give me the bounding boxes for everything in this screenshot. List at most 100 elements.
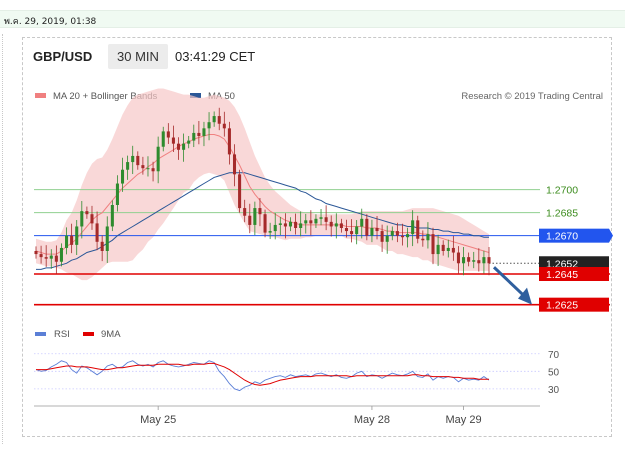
rsi-tick-label: 30 [548,385,560,396]
candle-body [436,244,440,255]
candle-body [192,132,196,141]
candle-body [39,254,43,258]
candle-body [146,168,150,170]
timeframe-label: 30 MIN [117,49,159,64]
level-label: 1.2625 [546,300,578,312]
candle-body [319,217,323,219]
candle-body [406,234,410,238]
candle-body [385,235,389,242]
candle-body [375,228,379,232]
x-tick-label: May 29 [446,414,482,426]
candle-body [80,211,84,227]
candle-body [477,260,481,264]
candle-body [243,208,247,216]
candle-body [65,235,69,248]
candle-body [54,255,58,262]
candle-body [238,174,242,209]
candle-body [95,223,99,242]
candle-body [121,169,125,184]
level-tag-bg [539,267,609,281]
candle-body [34,251,38,255]
candle-body [151,168,155,172]
candle-body [212,116,216,123]
candle-body [294,221,298,228]
candle-body [253,208,257,225]
candle-body [126,162,130,170]
x-tick-label: May 25 [140,414,176,426]
timeframe-badge[interactable]: 30 MIN [108,44,168,69]
ma20-legend-label: MA 20 + Bollinger Bands [53,91,158,102]
rsi-legend-label: RSI [54,329,70,340]
candle-body [462,257,466,264]
candle-body [482,257,486,264]
candle-body [141,165,145,169]
level-tag: 1.2625 [539,297,609,312]
ma50-legend-label: MA 50 [208,91,235,102]
level-tag: 1.2670 [539,228,613,243]
candle-body [390,231,394,236]
arrow-head [518,287,532,305]
candle-body [227,128,231,155]
ma50-legend-swatch [190,93,201,98]
candle-body [370,228,374,236]
clock-label: 03:41:29 CET [175,49,256,64]
candle-body [446,247,450,251]
page-edge-divider [2,34,3,444]
candle-body [426,234,430,241]
candle-body [202,128,206,136]
level-label: 1.2645 [546,269,578,281]
candle-body [380,231,384,242]
level-tag-tip [609,228,613,243]
candle-body [232,154,237,175]
candle-body [411,220,415,235]
candle-body [171,137,175,144]
candle-body [115,183,119,205]
candle-body [75,226,79,245]
candle-body [59,247,63,262]
candle-body [395,231,399,236]
candle-body [44,257,48,259]
candle-body [324,217,328,222]
candle-body [467,257,471,262]
candle-body [70,235,74,245]
candle-body [166,131,170,138]
candle-body [472,260,476,262]
candle-body [339,223,343,228]
candle-body [258,208,262,215]
candle-body [334,223,338,227]
level-label: 1.2670 [546,231,578,243]
candle-body [105,226,109,251]
candle-body [309,220,313,224]
candle-body [182,143,186,150]
level-tag-bg [539,256,609,271]
candle-body [197,132,201,136]
rsi-tick-label: 70 [548,350,560,361]
candle-body [400,235,404,238]
level-tag-bg [539,228,609,243]
ma9-legend-label: 9MA [101,329,121,340]
candle-body [136,155,140,166]
candle-body [431,234,435,255]
level-label: 1.2700 [546,185,578,197]
candle-body [456,252,460,264]
candle-body [350,231,354,235]
candle-body [344,228,349,232]
level-label: 1.2685 [546,208,578,220]
candle-body [365,218,369,236]
candle-body [304,220,308,224]
candle-body [49,255,53,259]
candle-body [329,221,333,227]
candle-body [299,223,303,228]
rsi-panel: 70 50 30 [34,350,560,396]
rsi-line [35,360,490,392]
candle-body [131,155,135,163]
candle-body [278,223,282,225]
level-tag: 1.2645 [539,267,609,281]
candle-body [360,218,364,227]
bollinger-band-layer [36,88,489,281]
candle-body [187,140,191,144]
ma20-legend-swatch [35,93,46,98]
rsi-tick-label: 50 [548,367,560,378]
rsi-ma-line [36,362,489,386]
date-bar: พ.ค. 29, 2019, 01:38 [0,10,625,28]
